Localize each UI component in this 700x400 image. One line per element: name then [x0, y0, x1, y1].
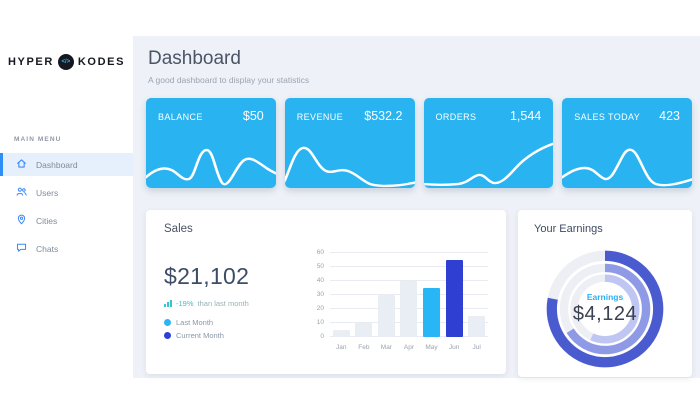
revenue-sparkline: [284, 146, 415, 188]
code-icon: </>: [57, 54, 74, 70]
sidebar-section-label: MAIN MENU: [14, 136, 62, 143]
bar-may: [423, 288, 441, 337]
x-axis: Jan Feb Mar Apr May Jun Jul: [330, 344, 488, 351]
gridline: [330, 280, 488, 281]
sidebar-item-label: Dashboard: [36, 159, 78, 170]
sales-card-title: Sales: [164, 223, 193, 235]
sales-card: Sales $21,102 -19% than last month: [146, 210, 506, 374]
y-tick-label: 30: [316, 291, 324, 298]
earnings-donut: [546, 250, 664, 368]
x-tick-label: Mar: [380, 344, 392, 351]
legend-dot-blue: [164, 332, 171, 339]
sales-today-sparkline: [562, 148, 692, 187]
stat-value: 423: [659, 109, 680, 123]
x-tick-label: Feb: [358, 344, 370, 351]
sidebar-item-cities[interactable]: Cities: [0, 209, 133, 232]
logo-text-hyper: HYPER: [7, 56, 54, 68]
legend-dot-cyan: [164, 319, 171, 326]
chat-bubble-icon: [16, 242, 27, 255]
donut-ring-outer: [546, 250, 664, 368]
logo-text-kodes: KODES: [77, 56, 126, 68]
earnings-donut-wrap: Earnings $4,124: [535, 239, 675, 377]
x-tick-label: May: [425, 344, 438, 351]
bar-apr: [400, 281, 418, 337]
sidebar-item-label: Users: [36, 187, 59, 198]
stat-card-sales-today: SALES TODAY 423: [562, 98, 692, 188]
legend-item-last-month[interactable]: Last Month: [164, 318, 300, 327]
sales-change-text: than last month: [197, 299, 249, 308]
y-tick-label: 10: [316, 319, 324, 326]
stat-label: ORDERS: [435, 112, 477, 122]
sales-change-percent: -19%: [176, 299, 194, 308]
y-tick-label: 0: [320, 333, 324, 340]
stat-label: REVENUE: [296, 112, 344, 122]
bar-jan: [332, 330, 350, 337]
x-tick-label: Jan: [336, 344, 347, 351]
sidebar-item-users[interactable]: Users: [0, 181, 133, 204]
donut-ring-inner: [570, 274, 640, 344]
sidebar-item-label: Cities: [36, 215, 58, 226]
x-tick-label: Jul: [472, 344, 481, 351]
x-tick-label: Jun: [448, 344, 460, 351]
earnings-card-title: Your Earnings: [534, 223, 603, 235]
earnings-card: Your Earnings Earnings $4,124: [518, 210, 692, 377]
bar-mar: [377, 295, 395, 337]
y-tick-label: 40: [316, 277, 324, 284]
stat-value: $50: [242, 109, 264, 123]
stat-cards-row: BALANCE $50 REVENUE $532.2 ORDERS 1,544: [146, 98, 692, 188]
sales-total-value: $21,102: [164, 263, 250, 289]
sales-change: -19% than last month: [164, 299, 300, 308]
donut-ring-middle: [559, 263, 651, 355]
stat-value: $532.2: [364, 109, 403, 123]
mini-bar-chart-icon: [164, 300, 172, 308]
balance-sparkline: [146, 148, 276, 186]
sales-bar-chart: 0 10 20 30 40 50 60 Jan Feb Mar Apr May Jun Jul: [317, 249, 488, 351]
y-tick-label: 50: [316, 263, 324, 270]
bar-feb: [355, 323, 373, 337]
bar-plot: 0 10 20 30 40 50 60: [317, 249, 488, 340]
stat-card-balance: BALANCE $50: [146, 98, 276, 188]
sidebar-item-label: Chats: [36, 243, 59, 254]
sidebar-item-dashboard[interactable]: Dashboard: [0, 153, 133, 176]
orders-sparkline: [423, 142, 554, 186]
location-pin-icon: [16, 214, 27, 227]
stat-label: BALANCE: [158, 112, 203, 122]
bar-jul: [468, 316, 486, 337]
stat-card-orders: ORDERS 1,544: [423, 98, 554, 188]
home-icon: [16, 158, 27, 171]
y-tick-label: 20: [316, 305, 324, 312]
sidebar-item-chats[interactable]: Chats: [0, 237, 133, 260]
stat-value: 1,544: [509, 109, 542, 123]
gridline: [330, 266, 488, 267]
stat-card-revenue: REVENUE $532.2: [284, 98, 415, 188]
page-subtitle: A good dashboard to display your statist…: [148, 75, 310, 85]
x-tick-label: Apr: [403, 344, 415, 351]
chart-legend: Last Month Current Month: [164, 318, 300, 340]
y-tick-label: 60: [316, 249, 324, 256]
users-icon: [16, 186, 27, 199]
legend-label: Current Month: [176, 331, 224, 340]
page-title: Dashboard: [148, 48, 241, 69]
sidebar: HYPER </> KODES MAIN MENU Dashboard User…: [0, 0, 133, 400]
stat-label: SALES TODAY: [574, 112, 641, 122]
main-content: Dashboard A good dashboard to display yo…: [133, 36, 700, 378]
gridline: [330, 252, 488, 253]
legend-item-current-month[interactable]: Current Month: [164, 331, 300, 340]
app-logo: HYPER </> KODES: [0, 54, 133, 70]
legend-label: Last Month: [176, 318, 214, 327]
bar-jun: [445, 260, 463, 337]
bottom-row: Sales $21,102 -19% than last month: [146, 210, 692, 377]
